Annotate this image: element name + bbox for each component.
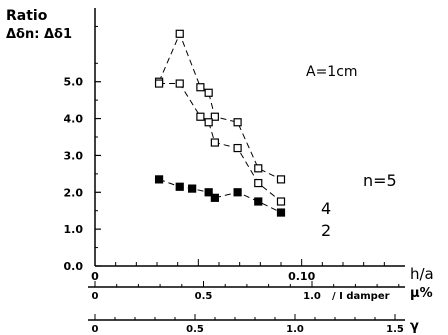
- series-label: 4: [321, 199, 331, 218]
- secondary-tick-label: 0: [92, 291, 99, 302]
- secondary-inline-label: / I damper: [332, 291, 390, 302]
- y-tick-label: 2.0: [64, 186, 84, 199]
- series-labels: n=5 4 2: [321, 171, 397, 240]
- data-point: [210, 112, 219, 121]
- x-tick-label: 0.10: [288, 270, 315, 283]
- data-point: [175, 79, 184, 88]
- data-point: [154, 79, 164, 88]
- data-point: [254, 178, 263, 188]
- secondary-axis-0: 0 0.5 1.0 / I damper μ%: [88, 281, 433, 302]
- data-point: [276, 175, 286, 184]
- series-line: [158, 32, 282, 180]
- data-point: [276, 208, 286, 217]
- data-point: [196, 112, 205, 121]
- secondary-tick-label: 1.5: [386, 324, 404, 335]
- secondary-tick-label: 0.5: [186, 324, 204, 335]
- y-tick-label: 5.0: [64, 76, 84, 89]
- series-layer: [154, 29, 286, 217]
- data-point: [233, 143, 242, 153]
- data-point: [175, 29, 184, 38]
- secondary-tick-label: 0: [92, 324, 99, 335]
- secondary-axis-label: γ: [410, 319, 419, 334]
- y-tick-label: 0.0: [64, 260, 84, 273]
- data-point: [233, 118, 242, 127]
- y-tick-label: 4.0: [64, 113, 84, 126]
- y-axis-label-line2: Δδn: Δδ1: [6, 27, 72, 42]
- data-point: [154, 175, 164, 184]
- x-axis-label: h/a: [410, 265, 434, 283]
- secondary-tick-label: 1.0: [286, 324, 304, 335]
- data-point: [204, 88, 213, 97]
- data-point: [276, 197, 286, 206]
- data-point: [210, 138, 219, 147]
- series-2: [154, 175, 286, 217]
- secondary-tick-label: 1.0: [303, 291, 321, 302]
- data-point: [175, 182, 184, 191]
- data-point: [188, 184, 197, 193]
- series-1: [154, 79, 286, 206]
- annotation-amplitude: A=1cm: [306, 64, 358, 80]
- data-point: [254, 164, 263, 173]
- x-tick-label: 0: [91, 270, 99, 283]
- axes: [94, 8, 405, 267]
- data-point: [196, 83, 205, 92]
- data-point: [210, 193, 219, 202]
- secondary-axes: 0 0.5 1.0 / I damper μ% 0 0.5 1.0 1.5 γ: [88, 281, 433, 335]
- y-axis-label-line1: Ratio: [6, 8, 48, 24]
- y-tick-label: 3.0: [64, 149, 84, 162]
- series-label: 2: [321, 221, 331, 240]
- secondary-tick-label: 0.5: [195, 291, 213, 302]
- secondary-axis-1: 0 0.5 1.0 1.5 γ: [88, 314, 419, 335]
- y-tick-label: 1.0: [64, 223, 84, 236]
- data-point: [233, 188, 242, 197]
- data-point: [204, 188, 213, 197]
- series-line: [159, 83, 282, 202]
- data-point: [204, 118, 213, 127]
- data-point: [254, 197, 263, 206]
- secondary-axis-label: μ%: [410, 286, 433, 301]
- series-label: n=5: [363, 171, 397, 190]
- series-0: [154, 29, 286, 184]
- ticks: 0.0 1.0 2.0 3.0 4.0 5.0 0 0.10: [64, 25, 385, 283]
